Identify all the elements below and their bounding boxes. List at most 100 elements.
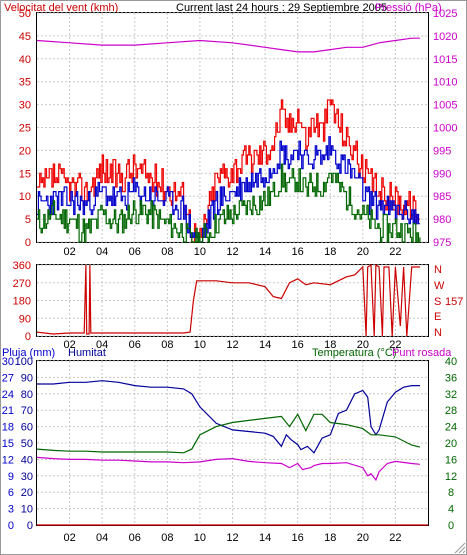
x-tick-label: 22: [389, 339, 401, 351]
pressure-y-tick: 990: [433, 168, 451, 180]
temperature-y-tick: 40: [445, 356, 457, 368]
wind-gust-line: [37, 99, 420, 243]
rain-y-tick: 30: [2, 356, 14, 368]
pressure-y-tick: 995: [433, 145, 451, 157]
rain-y-tick: 12: [2, 454, 14, 466]
humidity-y-tick: 90: [21, 372, 33, 384]
temperature-y-tick: 28: [445, 405, 457, 417]
x-tick-label: 12: [226, 246, 238, 258]
rain-y-tick: 0: [8, 520, 14, 532]
dir-label-n-top: N: [434, 264, 442, 276]
dir-value: 157: [445, 296, 463, 308]
temperature-y-tick: 16: [445, 454, 457, 466]
x-tick-label: 18: [324, 246, 336, 258]
rain-label: Pluja (mm): [2, 347, 55, 359]
x-tick-label: 08: [161, 246, 173, 258]
x-tick-label: 04: [96, 532, 108, 544]
wind-y-tick: 35: [19, 77, 31, 89]
rain-y-tick: 18: [2, 422, 14, 434]
temperature-y-tick: 0: [448, 520, 454, 532]
dewpoint-line: [36, 456, 420, 482]
temperature-y-tick: 24: [445, 422, 457, 434]
pressure-y-tick: 985: [433, 191, 451, 203]
wind-y-tick: 50: [19, 8, 31, 20]
dewpoint-label: Punt rosada: [392, 347, 452, 359]
rain-y-tick: 3: [8, 504, 14, 516]
direction-y-tick: 270: [13, 278, 31, 290]
pressure-title: Pressió (hPa): [375, 2, 442, 14]
x-tick-label: 08: [161, 339, 173, 351]
wind-avg-line: [37, 136, 420, 243]
humidity-y-tick: 80: [21, 389, 33, 401]
wind-y-tick: 30: [19, 100, 31, 112]
x-tick-label: 02: [63, 246, 75, 258]
humidity-y-tick: 40: [21, 454, 33, 466]
x-tick-label: 16: [292, 339, 304, 351]
temperature-y-tick: 36: [445, 372, 457, 384]
temperature-y-tick: 12: [445, 471, 457, 483]
pressure-y-tick: 1025: [433, 8, 457, 20]
period-title: Current last 24 hours : 29 Septiembre 20…: [176, 2, 387, 14]
wind-direction-line: [36, 263, 420, 337]
x-tick-label: 20: [357, 532, 369, 544]
temperature-y-tick: 32: [445, 389, 457, 401]
x-tick-label: 10: [194, 532, 206, 544]
wind-y-tick: 45: [19, 31, 31, 43]
x-tick-label: 18: [324, 532, 336, 544]
wind-y-tick: 15: [19, 168, 31, 180]
dir-label-w: W: [434, 280, 445, 292]
x-tick-label: 04: [96, 246, 108, 258]
temperature-y-tick: 8: [448, 487, 454, 499]
pressure-y-tick: 980: [433, 214, 451, 226]
wind-y-tick: 20: [19, 145, 31, 157]
x-tick-label: 12: [226, 532, 238, 544]
wind-low-line: [37, 163, 421, 243]
x-tick-label: 14: [259, 532, 271, 544]
humidity-y-tick: 30: [21, 471, 33, 483]
humidity-line: [37, 380, 420, 454]
x-tick-label: 10: [194, 339, 206, 351]
humidity-y-tick: 70: [21, 405, 33, 417]
x-tick-label: 08: [161, 532, 173, 544]
wind-y-tick: 25: [19, 123, 31, 135]
resize-grip-icon[interactable]: [454, 542, 466, 554]
pressure-y-tick: 1015: [433, 54, 457, 66]
wind-y-tick: 40: [19, 54, 31, 66]
pressure-y-tick: 975: [433, 237, 451, 249]
humidity-y-tick: 100: [15, 356, 33, 368]
x-tick-label: 14: [259, 339, 271, 351]
humidity-y-tick: 0: [27, 520, 33, 532]
x-tick-label: 10: [194, 246, 206, 258]
dir-label-e: E: [434, 311, 441, 323]
temperature-y-tick: 4: [448, 504, 454, 516]
rain-y-tick: 6: [8, 487, 14, 499]
direction-y-tick: 90: [19, 313, 31, 325]
humidity-y-tick: 50: [21, 438, 33, 450]
x-tick-label: 14: [259, 246, 271, 258]
direction-y-tick: 180: [13, 296, 31, 308]
humidity-y-tick: 60: [21, 422, 33, 434]
pressure-y-tick: 1005: [433, 100, 457, 112]
direction-y-tick: 360: [13, 260, 31, 272]
x-tick-label: 02: [63, 339, 75, 351]
wind-y-tick: 5: [25, 214, 31, 226]
x-tick-label: 18: [324, 339, 336, 351]
x-tick-label: 04: [96, 339, 108, 351]
wind-y-tick: 10: [19, 191, 31, 203]
dir-label-s: S: [434, 296, 441, 308]
x-tick-label: 22: [389, 246, 401, 258]
temperature-label: Temperatura (°C): [312, 347, 396, 359]
pressure-y-tick: 1000: [433, 123, 457, 135]
rain-y-tick: 15: [2, 438, 14, 450]
temperature-line: [36, 413, 421, 454]
pressure-y-tick: 1010: [433, 77, 457, 89]
x-tick-label: 16: [292, 532, 304, 544]
x-tick-label: 22: [389, 532, 401, 544]
pressure-line: [36, 37, 420, 53]
wind-title: Velocitat del vent (kmh): [4, 2, 118, 14]
rain-y-tick: 9: [8, 471, 14, 483]
x-tick-label: 02: [63, 532, 75, 544]
dir-label-n-bottom: N: [434, 327, 442, 339]
x-tick-label: 20: [357, 246, 369, 258]
